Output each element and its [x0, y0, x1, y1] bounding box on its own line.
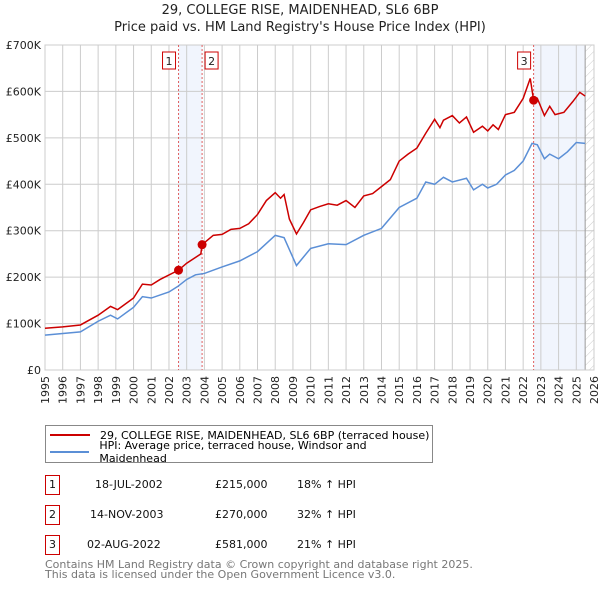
y-tick-label: £700K: [6, 39, 42, 52]
footer-line-1: Contains HM Land Registry data © Crown c…: [45, 558, 473, 571]
x-tick-label: 2010: [305, 376, 318, 404]
sale-row: 3 02-AUG-2022 £581,000 21% ↑ HPI: [45, 535, 445, 555]
x-tick-label: 2022: [517, 376, 530, 404]
x-tick-label: 2015: [393, 376, 406, 404]
sale-price: £270,000: [215, 508, 268, 521]
sale-row: 1 18-JUL-2002 £215,000 18% ↑ HPI: [45, 475, 445, 495]
x-tick-label: 2021: [499, 376, 512, 404]
sale-hpi-change: 32% ↑ HPI: [297, 508, 356, 521]
x-tick-label: 2003: [181, 376, 194, 404]
plot-border: [44, 44, 595, 371]
y-tick-label: £0: [27, 364, 41, 377]
sale-marker-badge: 3: [45, 535, 60, 555]
legend-item-hpi: HPI: Average price, terraced house, Wind…: [50, 439, 432, 465]
sale-row: 2 14-NOV-2003 £270,000 32% ↑ HPI: [45, 505, 445, 525]
x-tick-label: 1998: [92, 376, 105, 404]
chart-title: 29, COLLEGE RISE, MAIDENHEAD, SL6 6BP: [161, 3, 439, 18]
sale-marker-badge: 1: [45, 475, 60, 495]
x-tick-label: 2001: [145, 376, 158, 404]
x-tick-label: 2025: [570, 376, 583, 404]
property-price-line: [44, 78, 586, 329]
sale-date: 02-AUG-2022: [87, 538, 161, 551]
x-tick-label: 2000: [128, 376, 141, 404]
sale-marker-badge: 2: [45, 505, 60, 525]
sale-point: [197, 240, 207, 250]
y-tick-label: £600K: [6, 85, 42, 98]
x-tick-label: 2012: [340, 376, 353, 404]
sale-point: [174, 265, 184, 275]
sale-label-box: [162, 51, 177, 70]
footer-line-2: This data is licensed under the Open Gov…: [45, 568, 396, 581]
x-tick-label: 2024: [553, 376, 566, 404]
y-tick-label: £400K: [6, 178, 42, 191]
x-tick-label: 2005: [216, 376, 229, 404]
y-tick-label: £500K: [6, 132, 42, 145]
y-tick-label: £200K: [6, 271, 42, 284]
x-tick-label: 2006: [234, 376, 247, 404]
y-tick-label: £300K: [6, 225, 42, 238]
legend-label: 29, COLLEGE RISE, MAIDENHEAD, SL6 6BP (t…: [100, 428, 430, 442]
price-chart: 1995 1996 1997 1998 1999 2000 2001 2002 2003 2004…: [6, 39, 600, 404]
hpi-line: [44, 141, 586, 336]
sale-price: £215,000: [215, 478, 268, 491]
x-tick-label: 2023: [535, 376, 548, 404]
x-tick-label: 2011: [322, 376, 335, 404]
sale-label-box: [517, 51, 532, 70]
footer: Contains HM Land Registry data © Crown c…: [45, 558, 473, 581]
legend: 29, COLLEGE RISE, MAIDENHEAD, SL6 6BP (t…: [45, 425, 433, 465]
sale-label: 1: [166, 55, 173, 68]
sale-label: 3: [521, 55, 528, 68]
x-tick-label: 2007: [252, 376, 265, 404]
x-tick-label: 1999: [110, 376, 123, 404]
sale-hpi-change: 18% ↑ HPI: [297, 478, 356, 491]
x-tick-label: 2002: [163, 376, 176, 404]
chart-subtitle: Price paid vs. HM Land Registry's House …: [114, 20, 486, 35]
y-tick-label: £100K: [6, 318, 42, 331]
x-tick-label: 1996: [57, 376, 70, 404]
sale-period-shade: [178, 45, 203, 370]
sale-date: 14-NOV-2003: [90, 508, 164, 521]
sale-label-box: [204, 51, 219, 70]
sale-point: [529, 95, 539, 105]
x-tick-label: 2009: [287, 376, 300, 404]
legend-label: HPI: Average price, terraced house, Wind…: [99, 439, 367, 465]
sale-label: 2: [208, 55, 215, 68]
x-tick-label: 2017: [429, 376, 442, 404]
x-tick-label: 2020: [482, 376, 495, 404]
x-tick-label: 2026: [588, 376, 600, 404]
x-tick-label: 2004: [198, 376, 211, 404]
x-tick-label: 2008: [269, 376, 282, 404]
legend-swatch: [50, 434, 90, 436]
x-tick-label: 2016: [411, 376, 424, 404]
legend-swatch: [50, 451, 90, 453]
x-tick-label: 2014: [375, 376, 388, 404]
forecast-hatch: [585, 45, 594, 370]
x-tick-label: 2013: [358, 376, 371, 404]
sale-date: 18-JUL-2002: [95, 478, 163, 491]
x-tick-label: 2019: [464, 376, 477, 404]
sale-price: £581,000: [215, 538, 268, 551]
x-tick-label: 1997: [74, 376, 87, 404]
x-tick-label: 1995: [39, 376, 52, 404]
x-tick-label: 2018: [446, 376, 459, 404]
sale-hpi-change: 21% ↑ HPI: [297, 538, 356, 551]
legend-item-property: 29, COLLEGE RISE, MAIDENHEAD, SL6 6BP (t…: [50, 427, 429, 443]
